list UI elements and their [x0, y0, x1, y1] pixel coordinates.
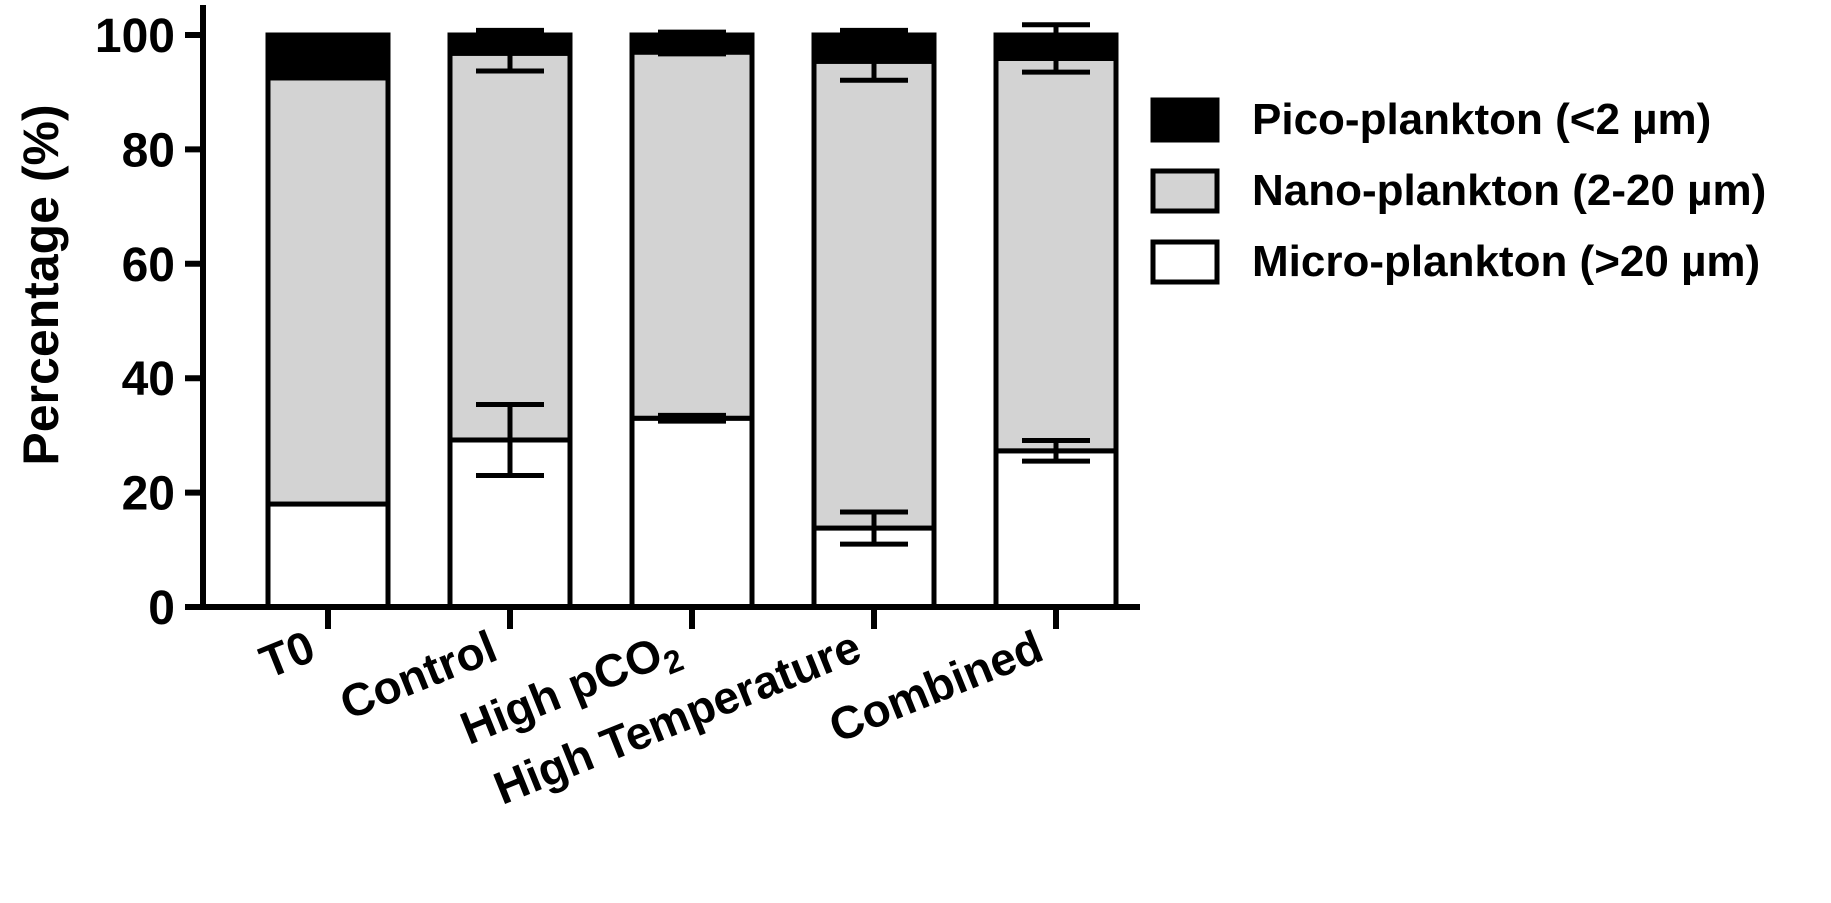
- legend-item-nano-plankton: Nano-plankton (2-20 µm): [1150, 166, 1766, 215]
- legend-item-micro-plankton: Micro-plankton (>20 µm): [1150, 237, 1760, 286]
- error-bar-micro-plankton-2: [476, 402, 544, 478]
- y-tick-label: 60: [122, 239, 175, 292]
- y-axis-label: Percentage (%): [13, 104, 69, 465]
- y-tick-label: 0: [148, 582, 175, 635]
- legend: Pico-plankton (<2 µm) Nano-plankton (2-20…: [1150, 95, 1766, 286]
- bars-layer: [265, 32, 1119, 610]
- error-bar-pico-plankton-2: [476, 27, 544, 43]
- bar-nano-plankton-4: [811, 58, 937, 531]
- legend-label: Micro-plankton (>20 µm): [1252, 237, 1760, 286]
- bar-micro-plankton-5: [993, 448, 1119, 610]
- bar-nano-plankton-5: [993, 55, 1119, 454]
- y-tick-label: 80: [122, 124, 175, 177]
- legend-label: Pico-plankton (<2 µm): [1252, 95, 1711, 144]
- error-bar-pico-plankton-3: [658, 29, 726, 41]
- error-bar-nano-plankton-3: [658, 47, 726, 57]
- bar-nano-plankton-2: [447, 50, 573, 443]
- error-bar-pico-plankton-5: [1022, 22, 1090, 48]
- error-bar-micro-plankton-4: [840, 509, 908, 547]
- legend-item-pico-plankton: Pico-plankton (<2 µm): [1150, 95, 1711, 144]
- error-bar-pico-plankton-4: [840, 27, 908, 43]
- bar-pico-plankton-1: [265, 32, 391, 81]
- y-tick-label: 40: [122, 353, 175, 406]
- bar-nano-plankton-1: [265, 75, 391, 507]
- error-bar-nano-plankton-4: [840, 39, 908, 83]
- legend-swatch: [1150, 239, 1220, 285]
- bar-nano-plankton-3: [629, 49, 755, 421]
- legend-label: Nano-plankton (2-20 µm): [1252, 166, 1766, 215]
- bar-micro-plankton-3: [629, 415, 755, 610]
- x-tick-label: T0: [252, 620, 321, 688]
- error-bar-micro-plankton-5: [1022, 438, 1090, 464]
- bar-micro-plankton-1: [265, 501, 391, 610]
- error-bar-micro-plankton-3: [658, 412, 726, 424]
- error-bars-layer: [476, 22, 1090, 547]
- legend-swatch: [1150, 168, 1220, 214]
- legend-swatch: [1150, 97, 1220, 143]
- y-tick-label: 100: [95, 10, 175, 63]
- y-tick-label: 20: [122, 468, 175, 521]
